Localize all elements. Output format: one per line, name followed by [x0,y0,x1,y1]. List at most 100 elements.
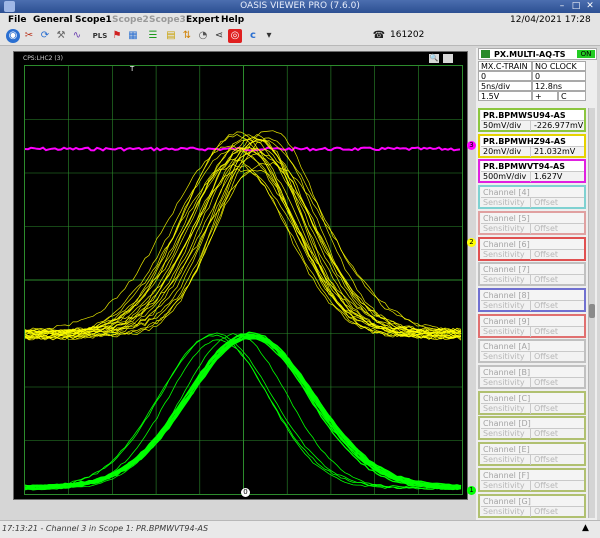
scroll-up-icon[interactable]: ▲ [582,523,589,533]
value-b[interactable]: 0 [532,71,586,81]
close-icon[interactable]: ✕ [586,1,594,11]
clock-select[interactable]: NO CLOCK [532,61,586,71]
channel-2-marker[interactable]: 2 [467,238,476,247]
flag-icon[interactable]: ⚑ [112,30,122,41]
pls-icon[interactable]: PLS [92,32,108,40]
channel-name[interactable]: Channel [F] [481,469,584,481]
channel-sensitivity[interactable]: Sensitivity [481,223,531,234]
layout-icon[interactable]: ▦ [128,30,138,41]
channel-offset[interactable]: 1.627V [534,172,563,182]
channel-offset[interactable]: Offset [534,455,559,465]
channel-name[interactable]: Channel [E] [481,444,584,456]
channel-box[interactable]: Channel [D] Sensitivity Offset [478,416,586,441]
channel-sensitivity[interactable]: Sensitivity [481,429,531,440]
value-a[interactable]: 0 [478,71,532,81]
channel-offset[interactable]: Offset [534,249,559,259]
menu-expert[interactable]: Expert [186,15,220,25]
channel-offset[interactable]: Offset [534,506,559,516]
minimize-icon[interactable]: – [559,1,565,11]
menu-file[interactable]: File [8,15,27,25]
channel-sensitivity[interactable]: Sensitivity [481,506,531,517]
channel-box[interactable]: Channel [C] Sensitivity Offset [478,390,586,415]
refresh-icon[interactable]: ⟳ [40,30,50,41]
coupling[interactable]: C [558,91,586,101]
channel-name[interactable]: Channel [4] [481,187,584,199]
channel-name[interactable]: PR.BPMWVT94-AS [481,161,584,173]
time-div[interactable]: 5ns/div [478,81,532,91]
channel-sensitivity[interactable]: 500mV/div [481,172,531,183]
channel-box[interactable]: Channel [F] Sensitivity Offset [478,467,586,492]
channel-box[interactable]: Channel [7] Sensitivity Offset [478,262,586,287]
channel-sensitivity[interactable]: Sensitivity [481,249,531,260]
channel-sensitivity[interactable]: Sensitivity [481,403,531,414]
wrench-icon[interactable]: ⚒ [56,30,66,41]
channel-name[interactable]: Channel [7] [481,264,584,276]
delay[interactable]: 12.8ns [532,81,586,91]
tools-icon[interactable]: ✂ [24,30,34,41]
channel-box[interactable]: Channel [A] Sensitivity Offset [478,339,586,364]
channel-sensitivity[interactable]: Sensitivity [481,455,531,466]
channel-name[interactable]: Channel [8] [481,289,584,301]
wave-icon[interactable]: ∿ [72,30,82,41]
channel-box[interactable]: Channel [4] Sensitivity Offset [478,185,586,210]
trigger-slope[interactable]: + [532,91,558,101]
zoom-icon[interactable]: 🔍 [429,54,439,63]
channel-name[interactable]: Channel [B] [481,367,584,378]
channel-offset[interactable]: Offset [534,326,559,336]
channel-sensitivity[interactable]: 20mV/div [481,146,531,157]
channel-box[interactable]: Channel [G] Sensitivity Offset [478,493,586,518]
channel-offset[interactable]: Offset [534,480,559,490]
channel-offset[interactable]: Offset [534,223,559,233]
channel-3-marker[interactable]: 3 [467,141,476,150]
channel-box[interactable]: Channel [B] Sensitivity Offset [478,365,586,389]
trigger-level[interactable]: 1.5V [478,91,532,101]
channel-box[interactable]: PR.BPMWVT94-AS 500mV/div 1.627V [478,159,586,184]
channel-1-marker[interactable]: 1 [467,486,476,495]
channel-box[interactable]: PR.BPMWSU94-AS 50mV/div -226.977mV [478,108,586,132]
channel-sensitivity[interactable]: Sensitivity [481,326,531,337]
channel-name[interactable]: Channel [G] [481,495,584,507]
channel-box[interactable]: Channel [8] Sensitivity Offset [478,287,586,312]
share-icon[interactable]: ⋖ [214,30,224,41]
channel-offset[interactable]: 21.032mV [534,146,576,156]
chart-icon[interactable]: ▤ [166,30,176,41]
channel-offset[interactable]: -226.977mV [534,121,584,130]
channel-box[interactable]: Channel [9] Sensitivity Offset [478,313,586,338]
reset-zoom-icon[interactable] [443,54,453,63]
channel-offset[interactable]: Offset [534,275,559,285]
channel-name[interactable]: Channel [C] [481,392,584,404]
channel-name[interactable]: Channel [6] [481,238,584,250]
dropdown-icon[interactable]: ▾ [266,30,272,41]
graph-icon[interactable]: ⇅ [182,30,192,41]
channel-name[interactable]: PR.BPMWSU94-AS [481,110,584,121]
channel-sensitivity[interactable]: Sensitivity [481,198,531,209]
channel-box[interactable]: PR.BPMWHZ94-AS 20mV/div 21.032mV [478,133,586,158]
channel-sensitivity[interactable]: Sensitivity [481,352,531,363]
menu-general[interactable]: General [33,15,73,25]
menu-scope1[interactable]: Scope1 [75,15,112,25]
device-header[interactable]: PX.MULTI-AQ-TS ON [478,48,597,60]
channel-box[interactable]: Channel [5] Sensitivity Offset [478,210,586,235]
channel-offset[interactable]: Offset [534,403,559,413]
channel-sensitivity[interactable]: Sensitivity [481,275,531,286]
channel-offset[interactable]: Offset [534,352,559,362]
channel-sensitivity[interactable]: Sensitivity [481,480,531,491]
channel-box[interactable]: Channel [E] Sensitivity Offset [478,442,586,467]
maximize-icon[interactable]: □ [571,1,581,11]
channel-offset[interactable]: Offset [534,378,559,387]
on-toggle[interactable]: ON [577,50,595,58]
menu-help[interactable]: Help [221,15,245,25]
globe-icon[interactable]: ◉ [6,29,20,43]
c-icon[interactable]: c [250,30,256,41]
scrollbar-thumb[interactable] [589,304,595,318]
signal-icon[interactable]: ◔ [198,30,208,41]
scope-display[interactable]: CPS:LHC2 (3) 🔍 T 3 2 1 0 [13,51,476,500]
channel-box[interactable]: Channel [6] Sensitivity Offset [478,236,586,261]
channel-name[interactable]: Channel [5] [481,212,584,224]
channel-name[interactable]: Channel [A] [481,341,584,353]
bars-icon[interactable]: ☰ [148,30,158,41]
channel-sensitivity[interactable]: 50mV/div [481,121,531,131]
record-icon[interactable]: ◎ [228,29,242,43]
channel-sensitivity[interactable]: Sensitivity [481,300,531,311]
channel-offset[interactable]: Offset [534,300,559,310]
